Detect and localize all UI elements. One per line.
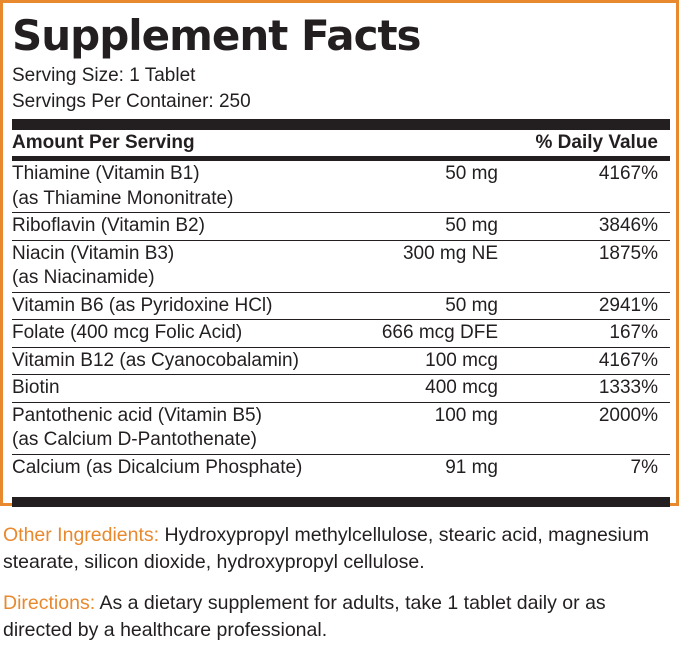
nutrient-daily-value: 4167% [598,163,658,184]
divider-thick [12,119,670,130]
table-row: Thiamine (Vitamin B1) (as Thiamine Mononi… [12,161,670,213]
nutrient-label: Vitamin B6 (as Pyridoxine HCl) [12,294,273,316]
nutrient-name: Niacin (Vitamin B3) (as Niacinamide) [12,242,328,291]
directions: Directions: As a dietary supplement for … [3,590,673,643]
nutrient-amount: 50 mg [445,294,498,316]
nutrient-daily-value: 1875% [598,242,658,264]
nutrient-daily-value: 2941% [598,294,658,316]
nutrient-label: Thiamine (Vitamin B1) [12,163,200,184]
nutrient-amount: 50 mg [445,215,498,236]
nutrient-daily-value: 7% [630,456,658,478]
nutrient-daily-value: 167% [609,322,658,343]
nutrient-source: (as Thiamine Mononitrate) [12,187,234,209]
nutrient-source: (as Niacinamide) [12,267,155,288]
nutrient-amount: 50 mg [445,163,498,184]
table-row: Niacin (Vitamin B3) (as Niacinamide) 300 m… [12,241,670,293]
nutrient-name: Vitamin B6 (as Pyridoxine HCl) [12,294,328,319]
nutrient-name: Riboflavin (Vitamin B2) [12,214,328,239]
nutrient-daily-value: 1333% [598,377,658,398]
nutrient-name: Calcium (as Dicalcium Phosphate) [12,456,328,481]
nutrient-label: Vitamin B12 (as Cyanocobalamin) [12,349,299,371]
nutrient-daily-value: 4167% [598,349,658,371]
table-row: Vitamin B12 (as Cyanocobalamin) 100 mcg 41… [12,348,670,375]
directions-text: As a dietary supplement for adults, take… [3,592,606,641]
divider-bottom [12,497,670,507]
table-row: Biotin 400 mcg 1333% [12,375,670,403]
table-row: Pantothenic acid (Vitamin B5) (as Calcium… [12,403,670,455]
nutrient-table: Thiamine (Vitamin B1) (as Thiamine Mononi… [12,161,670,481]
nutrient-label: Niacin (Vitamin B3) [12,242,175,264]
nutrient-name: Biotin [12,376,328,401]
servings-per-container: Servings Per Container: 250 [12,91,251,112]
nutrient-name: Folate (400 mcg Folic Acid) [12,321,328,346]
other-ingredients-label: Other Ingredients: [3,524,160,546]
table-row: Riboflavin (Vitamin B2) 50 mg 3846% [12,213,670,241]
nutrient-amount: 100 mcg [425,349,498,371]
amount-per-serving-header: Amount Per Serving [12,132,195,153]
nutrient-daily-value: 3846% [598,215,658,236]
nutrient-label: Pantothenic acid (Vitamin B5) [12,404,262,426]
daily-value-header: % Daily Value [535,132,658,153]
nutrient-daily-value: 2000% [598,404,658,426]
other-ingredients-text: Hydroxypropyl methylcellulose, stearic a… [3,524,649,573]
nutrient-amount: 300 mg NE [402,242,498,264]
table-row: Calcium (as Dicalcium Phosphate) 91 mg 7% [12,455,670,482]
directions-label: Directions: [3,592,96,614]
notes: Other Ingredients: Hydroxypropyl methylc… [3,522,673,658]
nutrient-amount: 100 mg [434,404,498,426]
nutrient-source: (as Calcium D-Pantothenate) [12,429,257,450]
serving-size: Serving Size: 1 Tablet [12,65,196,86]
nutrient-name: Vitamin B12 (as Cyanocobalamin) [12,349,328,374]
other-ingredients: Other Ingredients: Hydroxypropyl methylc… [3,522,673,575]
nutrient-name: Pantothenic acid (Vitamin B5) (as Calcium… [12,404,328,453]
nutrient-amount: 91 mg [445,456,498,478]
nutrient-amount: 666 mcg DFE [381,322,498,343]
table-header: Amount Per Serving % Daily Value [12,130,670,156]
supplement-facts-panel: Supplement Facts Serving Size: 1 Tablet … [0,0,679,507]
panel-title: Supplement Facts [12,11,422,60]
nutrient-label: Folate (400 mcg Folic Acid) [12,322,243,343]
nutrient-label: Calcium (as Dicalcium Phosphate) [12,456,303,478]
table-row: Vitamin B6 (as Pyridoxine HCl) 50 mg 2941% [12,293,670,320]
divider-medium [12,156,670,161]
nutrient-amount: 400 mcg [425,377,498,398]
table-row: Folate (400 mcg Folic Acid) 666 mcg DFE 16… [12,320,670,348]
nutrient-label: Biotin [12,377,60,398]
nutrient-name: Thiamine (Vitamin B1) (as Thiamine Mononi… [12,162,328,211]
nutrient-label: Riboflavin (Vitamin B2) [12,215,205,236]
